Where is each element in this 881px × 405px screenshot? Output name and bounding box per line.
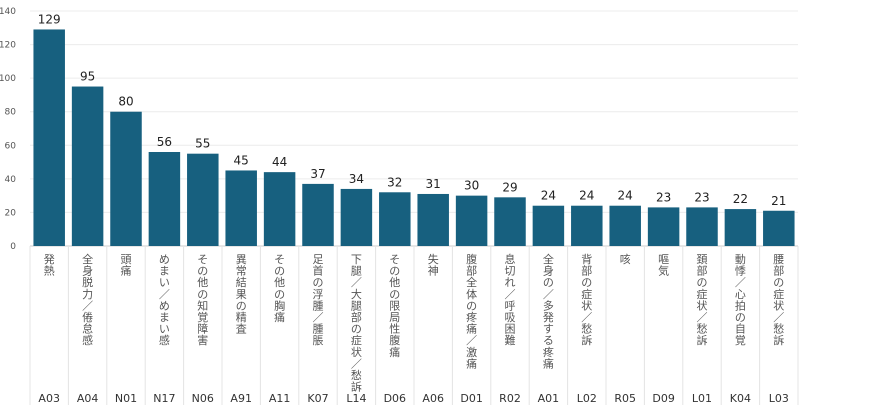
- category-code: L03: [769, 392, 789, 405]
- data-label: 37: [310, 167, 325, 181]
- bar-D01: [455, 195, 488, 246]
- category-label: その他の限局性腹痛: [389, 253, 400, 359]
- data-label: 21: [771, 194, 786, 208]
- category-label: 失神: [428, 253, 439, 278]
- category-label: その他の知覚障害: [197, 253, 208, 347]
- y-tick-label: 60: [5, 141, 17, 151]
- category-code: K07: [307, 392, 328, 405]
- data-label: 24: [579, 189, 594, 203]
- bar-A01: [532, 205, 565, 246]
- category-label: その他の胸痛: [274, 253, 285, 324]
- data-label: 34: [349, 172, 364, 186]
- data-label: 29: [502, 180, 517, 194]
- data-label: 24: [618, 189, 633, 203]
- data-label: 55: [195, 137, 210, 151]
- y-tick-label: 80: [5, 108, 17, 118]
- category-label: 足首の浮腫／腫脹: [313, 253, 324, 347]
- category-code: D06: [384, 392, 406, 405]
- y-axis: 0 20 40 60 80 100 120 140: [0, 7, 16, 252]
- data-label: 23: [656, 190, 671, 204]
- category-code: R02: [499, 392, 521, 405]
- category-label: 頚部の症状／愁訴: [697, 253, 708, 347]
- data-labels: 129 95 80 56 55 45 44 37 34 32 31 30 29 24 24 24 23 23 22 2…: [38, 12, 787, 207]
- category-label: 背部の症状／愁訴: [581, 252, 592, 347]
- bar-L03: [763, 210, 795, 246]
- data-label: 30: [464, 179, 479, 193]
- category-code: D09: [652, 392, 674, 405]
- data-label: 45: [234, 153, 249, 167]
- bar-N17: [148, 152, 181, 246]
- category-code: R05: [614, 392, 636, 405]
- data-label: 95: [80, 70, 95, 84]
- category-code: A91: [230, 392, 252, 405]
- bar-A91: [225, 170, 257, 246]
- category-code: N17: [153, 392, 175, 405]
- x-axis: 発熱 A03 全身脱力／倦怠感 A04 頭痛 N01 めまい／めまい感 N17 その他の知覚障害…: [29, 246, 799, 405]
- category-label: 腰部の症状／愁訴: [773, 253, 784, 347]
- category-label: 頭痛: [121, 253, 132, 278]
- bar-L14: [340, 188, 373, 246]
- category-code: N06: [192, 392, 214, 405]
- data-label: 56: [157, 135, 172, 149]
- bar-R02: [494, 197, 526, 246]
- category-label: 咳: [620, 252, 631, 266]
- category-code: L02: [577, 392, 597, 405]
- bar-K04: [724, 209, 757, 246]
- data-label: 23: [694, 190, 709, 204]
- bar-D06: [379, 192, 411, 246]
- y-tick-label: 20: [5, 208, 17, 218]
- bar-D09: [647, 207, 680, 246]
- y-tick-label: 140: [0, 7, 16, 17]
- category-code: N01: [115, 392, 137, 405]
- category-label: 発熱: [44, 252, 55, 278]
- category-code: L14: [346, 392, 366, 405]
- data-label: 24: [541, 189, 556, 203]
- data-label: 31: [426, 177, 441, 191]
- category-label: 下腿／大腿部の症状／愁訴: [351, 253, 362, 394]
- category-code: D01: [460, 392, 482, 405]
- bar-A04: [71, 86, 104, 247]
- category-code: A11: [269, 392, 291, 405]
- y-tick-label: 0: [10, 242, 16, 252]
- bar-A11: [263, 172, 296, 246]
- bar-L01: [686, 207, 718, 246]
- bar-A03: [33, 29, 65, 247]
- bar-K07: [302, 183, 334, 246]
- data-label: 32: [387, 175, 402, 189]
- bar-N01: [110, 111, 142, 246]
- bars: [33, 29, 795, 247]
- category-label: 腹部全体の疼痛／激痛: [466, 252, 477, 370]
- category-code: A01: [538, 392, 560, 405]
- data-label: 80: [118, 95, 133, 109]
- data-label: 44: [272, 155, 287, 169]
- category-code: L01: [692, 392, 712, 405]
- bar-L02: [571, 205, 603, 246]
- bar-N06: [187, 153, 219, 246]
- category-label: 全身脱力／倦怠感: [82, 252, 93, 347]
- bar-R05: [609, 205, 641, 246]
- category-code: A04: [77, 392, 99, 405]
- y-tick-label: 120: [0, 41, 16, 51]
- category-label: 動悸／心拍の自覚: [735, 252, 746, 347]
- category-label: 嘔気: [658, 253, 669, 278]
- category-code: A06: [422, 392, 444, 405]
- category-label: 息切れ／呼吸困難: [505, 252, 516, 347]
- y-tick-label: 40: [5, 175, 17, 185]
- category-label: 全身の／多発する疼痛: [543, 252, 554, 370]
- gridlines: [30, 10, 798, 247]
- category-code: A03: [38, 392, 60, 405]
- bar-A06: [417, 193, 449, 246]
- data-label: 129: [38, 12, 61, 26]
- category-label: 異常結果の精査: [236, 253, 247, 336]
- category-label: めまい／めまい感: [159, 253, 170, 347]
- y-tick-label: 100: [0, 74, 16, 84]
- data-label: 22: [733, 192, 748, 206]
- category-code: K04: [730, 392, 751, 405]
